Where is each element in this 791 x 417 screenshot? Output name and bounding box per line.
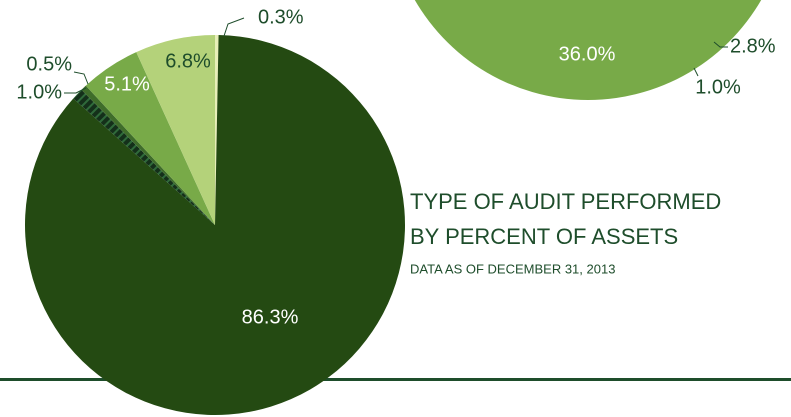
pies xyxy=(24,0,762,415)
leader-line xyxy=(223,17,245,37)
pie-slice xyxy=(414,0,762,100)
divider-line xyxy=(0,378,791,381)
slice-label: 1.0% xyxy=(16,81,62,103)
leader-line xyxy=(713,41,728,48)
slice-label: 1.0% xyxy=(695,76,741,98)
pie-slice xyxy=(24,35,405,415)
pie-slice xyxy=(136,35,215,225)
leader-line xyxy=(73,71,89,85)
slice-label: 0.3% xyxy=(258,6,304,28)
pie-slice xyxy=(215,35,219,225)
slice-label: 86.3% xyxy=(242,306,299,328)
pie-slice xyxy=(81,85,215,225)
pie-slice xyxy=(85,52,215,225)
title-line: TYPE OF AUDIT PERFORMED xyxy=(410,189,721,214)
subtitle: DATA AS OF DECEMBER 31, 2013 xyxy=(410,261,615,276)
slice-label: 2.8% xyxy=(730,35,776,57)
slice-label: 5.1% xyxy=(104,73,150,95)
slice-label: 6.8% xyxy=(165,50,211,72)
pie-slice xyxy=(73,89,215,225)
title-line: BY PERCENT OF ASSETS xyxy=(410,224,678,249)
slice-label: 36.0% xyxy=(559,43,616,65)
leader-line xyxy=(693,67,699,77)
slice-label: 0.5% xyxy=(26,53,72,75)
leader-line xyxy=(64,87,87,94)
